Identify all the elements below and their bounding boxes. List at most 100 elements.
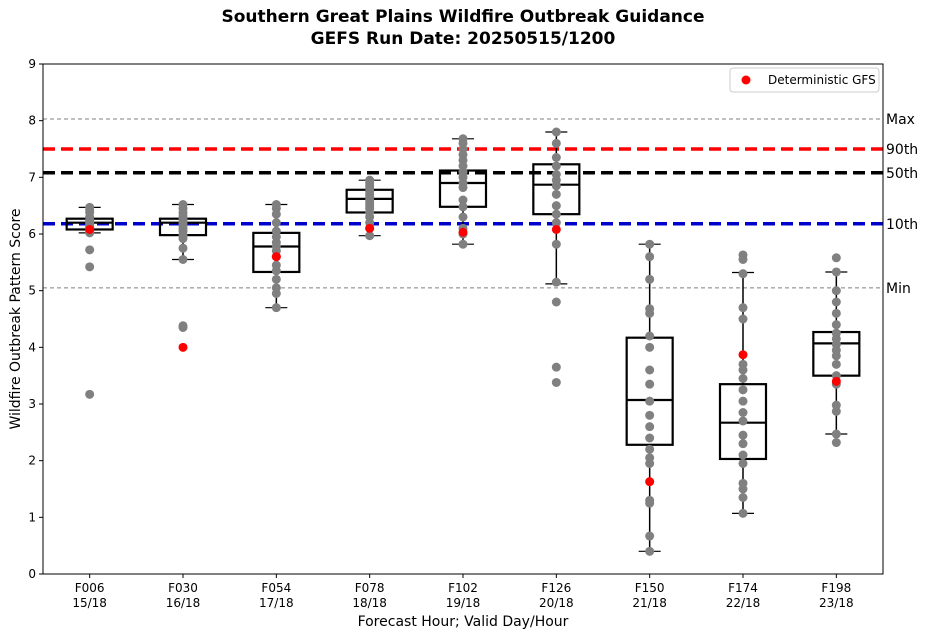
x-tick-valid: 19/18	[446, 596, 481, 610]
ref-label-50th: 50th	[886, 166, 918, 182]
legend-box	[729, 67, 880, 93]
member-point	[551, 377, 561, 387]
member-point	[831, 406, 841, 416]
member-point	[551, 161, 561, 171]
x-tick-hour: F126	[541, 581, 571, 595]
member-point	[645, 531, 655, 541]
member-point	[271, 289, 281, 298]
member-point	[551, 138, 561, 148]
deterministic-point	[365, 223, 375, 233]
ref-label-max: Max	[886, 112, 915, 128]
chart-title: Southern Great Plains Wildfire Outbreak …	[222, 7, 705, 27]
member-point	[458, 202, 468, 212]
member-point	[271, 303, 281, 313]
deterministic-point	[85, 224, 95, 234]
y-tick-label: 4	[28, 340, 36, 354]
member-point	[738, 459, 748, 468]
y-tick-label: 6	[28, 227, 36, 241]
member-point	[178, 243, 188, 253]
member-point	[645, 422, 655, 432]
x-tick-hour: F174	[728, 581, 758, 595]
plot-frame	[42, 63, 884, 575]
member-point	[645, 331, 655, 341]
member-point	[831, 438, 841, 448]
member-point	[365, 231, 375, 241]
x-tick-hour: F150	[635, 581, 665, 595]
member-point	[645, 379, 655, 389]
member-point	[645, 444, 655, 454]
member-point	[645, 252, 655, 262]
member-point	[645, 546, 655, 556]
member-point	[551, 189, 561, 199]
x-tick-valid: 23/18	[819, 596, 854, 610]
member-point	[831, 429, 841, 439]
member-point	[458, 195, 468, 205]
y-tick-label: 5	[28, 284, 36, 298]
member-point	[738, 493, 748, 502]
member-point	[831, 297, 841, 307]
member-point	[551, 153, 561, 162]
member-point	[645, 342, 655, 352]
member-point	[551, 297, 561, 307]
member-point	[738, 303, 748, 313]
y-axis-label: Wildfire Outbreak Pattern Score	[8, 208, 24, 429]
x-axis-label: Forecast Hour; Valid Day/Hour	[358, 614, 569, 630]
member-point	[738, 255, 748, 264]
member-point	[738, 430, 748, 440]
legend-deterministic-marker	[741, 75, 751, 85]
member-point	[738, 416, 748, 426]
y-tick-label: 3	[28, 397, 36, 411]
member-point	[645, 239, 655, 249]
member-point	[738, 484, 748, 494]
legend-deterministic-label: Deterministic GFS	[768, 73, 876, 87]
x-tick-valid: 20/18	[539, 596, 574, 610]
member-point	[831, 351, 841, 361]
x-tick-valid: 16/18	[166, 596, 201, 610]
ref-label-90th: 90th	[886, 142, 918, 158]
member-point	[551, 277, 561, 287]
y-tick-label: 7	[28, 170, 36, 184]
member-point	[458, 239, 468, 249]
member-point	[178, 323, 188, 332]
member-point	[738, 385, 748, 395]
member-point	[831, 286, 841, 296]
member-point	[271, 274, 281, 284]
x-tick-hour: F198	[821, 581, 851, 595]
member-point	[271, 218, 281, 228]
member-point	[551, 127, 561, 137]
deterministic-point	[178, 342, 188, 352]
member-point	[831, 359, 841, 369]
x-tick-valid: 17/18	[259, 596, 294, 610]
member-point	[551, 201, 561, 211]
x-tick-hour: F078	[355, 581, 385, 595]
deterministic-point	[831, 376, 841, 386]
ref-label-10th: 10th	[886, 217, 918, 233]
y-tick-label: 2	[28, 454, 36, 468]
member-points	[85, 127, 841, 556]
x-tick-hour: F006	[75, 581, 105, 595]
member-point	[551, 239, 561, 249]
member-point	[271, 209, 281, 219]
member-point	[458, 183, 468, 193]
member-point	[551, 218, 561, 228]
member-point	[551, 362, 561, 372]
member-point	[831, 400, 841, 410]
x-tick-valid: 18/18	[352, 596, 387, 610]
x-tick-valid: 22/18	[726, 596, 761, 610]
member-point	[551, 181, 561, 191]
member-point	[738, 508, 748, 518]
legend: Deterministic GFS	[729, 67, 880, 93]
y-tick-label: 9	[28, 57, 36, 71]
member-point	[738, 396, 748, 406]
member-point	[645, 396, 655, 406]
x-tick-valid: 21/18	[632, 596, 667, 610]
member-point	[458, 212, 468, 222]
member-point	[178, 234, 188, 244]
member-point	[85, 389, 95, 399]
member-point	[645, 498, 655, 508]
member-point	[645, 274, 655, 284]
member-point	[738, 439, 748, 449]
